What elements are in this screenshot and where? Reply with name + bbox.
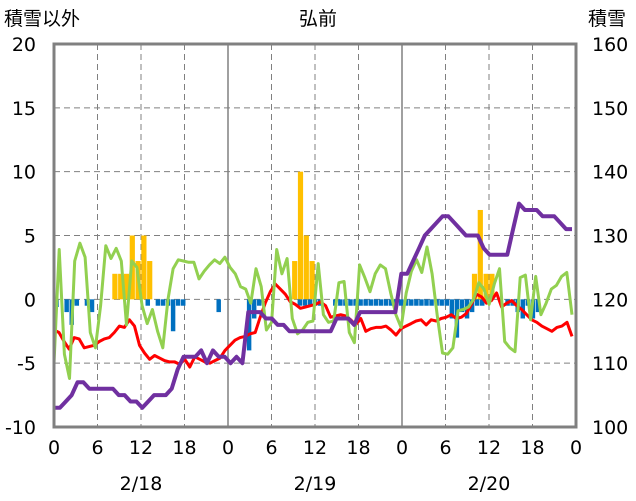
x-tick-label: 12 (129, 437, 153, 459)
x-tick-label: 12 (477, 437, 501, 459)
bar (480, 299, 485, 306)
left-tick-label: 15 (12, 98, 36, 120)
bar (388, 299, 394, 306)
bar (409, 299, 414, 306)
series-line (54, 201, 572, 410)
bar (216, 299, 221, 313)
left-axis-title: 積雪以外 (4, 8, 80, 30)
bar (353, 299, 358, 306)
bar (373, 299, 379, 306)
bar (424, 299, 429, 306)
bar (439, 299, 444, 306)
left-tick-label: 0 (24, 289, 36, 311)
left-tick-label: 20 (12, 34, 36, 56)
bar (297, 171, 304, 300)
bar (398, 299, 404, 306)
bar (170, 299, 176, 332)
x-tick-label: 0 (570, 437, 582, 459)
chart-title: 弘前 (299, 8, 337, 30)
series-line (52, 241, 574, 380)
date-label: 2/19 (294, 473, 337, 495)
bar (292, 261, 298, 300)
x-tick-label: 6 (265, 437, 277, 459)
bar (383, 299, 389, 306)
bar (471, 273, 478, 300)
left-tick-label: -5 (17, 353, 36, 375)
left-tick-label: 10 (12, 162, 36, 184)
date-label: 2/18 (120, 473, 163, 495)
date-label: 2/20 (468, 473, 511, 495)
bar (368, 299, 373, 306)
bar (378, 299, 384, 306)
bar (459, 299, 465, 313)
bar (483, 273, 489, 300)
bar (160, 299, 166, 306)
right-tick-label: 150 (592, 98, 628, 120)
bar (180, 299, 186, 306)
bar (358, 299, 363, 306)
right-tick-label: 140 (592, 162, 628, 184)
bar (246, 299, 252, 351)
bar (474, 299, 480, 306)
bar (118, 273, 124, 300)
x-tick-label: 18 (172, 437, 196, 459)
bar (141, 235, 147, 300)
bar (338, 299, 343, 306)
x-tick-label: 6 (91, 437, 103, 459)
bar (64, 299, 69, 313)
bar (112, 273, 118, 300)
left-tick-label: -10 (5, 417, 36, 439)
bar (348, 299, 353, 306)
x-tick-label: 12 (303, 437, 327, 459)
x-axis-ticks: 0 6 12 18 0 6 12 18 0 6 12 18 0 (48, 437, 582, 459)
bar (363, 299, 368, 306)
right-tick-label: 160 (592, 34, 628, 56)
x-tick-label: 0 (396, 437, 408, 459)
right-axis-title: 積雪 (588, 8, 626, 30)
bar (429, 299, 434, 306)
bar (307, 299, 313, 306)
bar (175, 299, 181, 306)
left-tick-label: 5 (24, 226, 36, 248)
bar (303, 235, 309, 300)
x-tick-label: 18 (346, 437, 370, 459)
bar (419, 299, 424, 306)
bar (449, 299, 455, 319)
bar (147, 261, 153, 300)
bar (444, 299, 450, 306)
bar (489, 273, 495, 300)
bar (477, 209, 483, 300)
bar (297, 299, 303, 306)
x-tick-label: 6 (439, 437, 451, 459)
bar (309, 261, 315, 300)
right-tick-label: 110 (592, 353, 628, 375)
bar (251, 299, 257, 319)
right-tick-label: 130 (592, 226, 628, 248)
right-axis-ticks: 160 150 140 130 120 110 100 (592, 34, 628, 439)
x-tick-label: 18 (520, 437, 544, 459)
x-tick-label: 0 (48, 437, 60, 459)
left-axis-ticks: 20 15 10 5 0 -5 -10 (5, 34, 36, 439)
date-labels: 2/18 2/19 2/20 (120, 473, 511, 495)
x-tick-label: 0 (222, 437, 234, 459)
bar (535, 299, 541, 313)
bar (257, 299, 262, 306)
bar (145, 299, 150, 306)
bar (414, 299, 419, 306)
right-tick-label: 100 (592, 417, 628, 439)
right-tick-label: 120 (592, 289, 628, 311)
bar (123, 273, 130, 300)
bar (155, 299, 161, 306)
series-lines (52, 201, 574, 410)
bar (74, 299, 80, 306)
bar (89, 299, 95, 313)
plot-frame (52, 42, 578, 429)
bar (302, 299, 308, 306)
